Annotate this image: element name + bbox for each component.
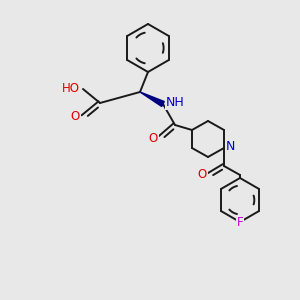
Text: N: N — [226, 140, 236, 154]
Text: HO: HO — [62, 82, 80, 95]
Text: O: O — [198, 169, 207, 182]
Polygon shape — [140, 92, 164, 106]
Text: O: O — [149, 131, 158, 145]
Text: O: O — [71, 110, 80, 124]
Text: F: F — [237, 217, 243, 230]
Text: H: H — [72, 82, 81, 95]
Text: NH: NH — [166, 95, 185, 109]
Text: O: O — [71, 110, 80, 124]
